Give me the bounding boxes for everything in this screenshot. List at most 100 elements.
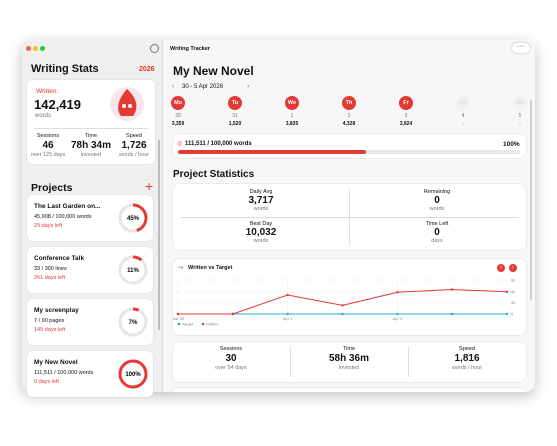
legend-swatch xyxy=(201,322,205,326)
day-circle: Su xyxy=(513,96,527,110)
project-name: My screenplay xyxy=(34,307,79,314)
session-divider-2 xyxy=(408,347,409,377)
day-circle: Tu xyxy=(228,96,242,110)
day-words: 3,835 xyxy=(285,121,299,127)
y-tick-label: 2k xyxy=(511,300,515,305)
stat-value: 1,816 xyxy=(454,353,480,364)
point xyxy=(505,290,509,293)
stat-sub: invested xyxy=(80,152,102,158)
x-tick-label: Mar 30 xyxy=(173,316,185,321)
point xyxy=(505,312,509,316)
day-circle: Th xyxy=(342,96,356,110)
point xyxy=(341,312,344,316)
stat-label: Daily Avg xyxy=(249,189,273,195)
prev-week[interactable]: ‹ xyxy=(172,83,175,90)
written-value: 142,419 xyxy=(34,97,81,112)
project-name: Conference Talk xyxy=(34,255,85,262)
y-tick-label: 4k xyxy=(511,289,515,294)
progress-icon: ◎ xyxy=(177,141,183,147)
next-card xyxy=(173,388,526,392)
stat-sub: over 54 days xyxy=(215,365,247,371)
add-project-button[interactable]: + xyxy=(145,178,154,194)
projects-title: Projects xyxy=(31,182,73,194)
chart-card xyxy=(173,259,526,335)
project-card[interactable]: Conference Talk 33 / 300 lines 261 days le… xyxy=(27,247,153,293)
day-words: 3,924 xyxy=(399,121,413,127)
main-scrollbar xyxy=(530,100,532,300)
stat-unit: words xyxy=(253,206,269,212)
progress-percent: 100% xyxy=(503,141,520,148)
day-date: 3 xyxy=(404,113,408,119)
stat-label: Time xyxy=(342,346,356,352)
written-label: Written: xyxy=(36,88,59,95)
ring-label: 11% xyxy=(127,268,139,274)
day-date: 31 xyxy=(232,113,238,119)
project-due: 149 days left xyxy=(34,327,66,333)
day-date: 30 xyxy=(175,113,181,119)
stat-value: 1,726 xyxy=(121,140,147,151)
stat-value: 0 xyxy=(434,195,440,206)
scrollbar xyxy=(158,140,160,330)
y-tick-label: 6k xyxy=(511,278,515,283)
zoom-button[interactable] xyxy=(40,46,45,51)
next-week[interactable]: › xyxy=(247,83,250,90)
legend-swatch xyxy=(177,322,181,326)
project-due: 261 days left xyxy=(34,275,66,281)
day-date: 2 xyxy=(347,113,351,119)
point xyxy=(286,312,289,316)
year[interactable]: 2026 xyxy=(139,66,155,73)
stat-value: 46 xyxy=(42,140,54,151)
project-amount: 33 / 300 lines xyxy=(34,266,67,272)
main-title: My New Novel xyxy=(173,64,254,78)
stat-label: Sessions xyxy=(219,346,243,352)
ring-label: 100% xyxy=(125,372,141,378)
series-line xyxy=(178,288,508,315)
chart-title: Written vs Target xyxy=(188,265,233,271)
legend-label: Target xyxy=(182,322,194,327)
project-card[interactable]: My screenplay 7 / 90 pages 149 days left 7% xyxy=(27,299,153,345)
close-button[interactable] xyxy=(26,46,31,51)
day-date: 1 xyxy=(290,113,294,119)
project-amount: 45,908 / 100,000 words xyxy=(34,214,92,220)
chart-next[interactable]: › xyxy=(509,264,517,272)
ring-arc xyxy=(118,255,148,285)
day-date: 5 xyxy=(518,113,522,119)
project-amount: 7 / 90 pages xyxy=(34,318,65,324)
progress-fill xyxy=(178,150,367,154)
point xyxy=(396,291,399,294)
point xyxy=(286,293,289,297)
day-date: 4 xyxy=(461,113,465,119)
day-circle: Sa xyxy=(456,96,470,110)
minimize-button[interactable] xyxy=(33,46,38,51)
stat-value: 0 xyxy=(434,227,440,238)
point xyxy=(450,312,454,316)
stat-label: Best Day xyxy=(249,221,273,227)
ring-arc xyxy=(118,203,148,233)
day-circle: Fr xyxy=(399,96,413,110)
day-words: 4,328 xyxy=(342,121,356,127)
progress-track xyxy=(178,150,520,154)
progress-ring: 45% xyxy=(118,203,148,233)
stat-label: Time Left xyxy=(425,221,449,227)
line-chart: 0 2k 4k 6k Mar 30 Apr 1 Apr 3 Target Written xyxy=(173,278,515,327)
stat-value: 3,717 xyxy=(248,195,274,206)
progress-ring: 100% xyxy=(118,359,148,389)
project-card[interactable]: The Last Garden on... 45,908 / 100,000 wo… xyxy=(27,195,153,241)
progress-text: 111,511 / 100,000 words xyxy=(185,141,252,147)
progress-ring: 7% xyxy=(118,307,148,337)
day-words: - xyxy=(462,121,464,127)
more-button[interactable]: ··· xyxy=(512,43,530,53)
ring-label: 45% xyxy=(127,216,140,222)
stat-value: 30 xyxy=(225,353,237,364)
stats-title: Project Statistics xyxy=(173,169,255,180)
settings-button[interactable] xyxy=(150,44,159,53)
chart-prev[interactable]: ‹ xyxy=(497,264,505,272)
window-title: Writing Tracker xyxy=(170,46,210,52)
point xyxy=(231,312,235,316)
stat-label: Remaining xyxy=(423,189,451,195)
point xyxy=(176,312,180,316)
legend-label: Written xyxy=(206,322,219,327)
point xyxy=(341,304,344,307)
project-card[interactable]: My New Novel 111,511 / 100,000 words 0 day… xyxy=(27,351,153,397)
